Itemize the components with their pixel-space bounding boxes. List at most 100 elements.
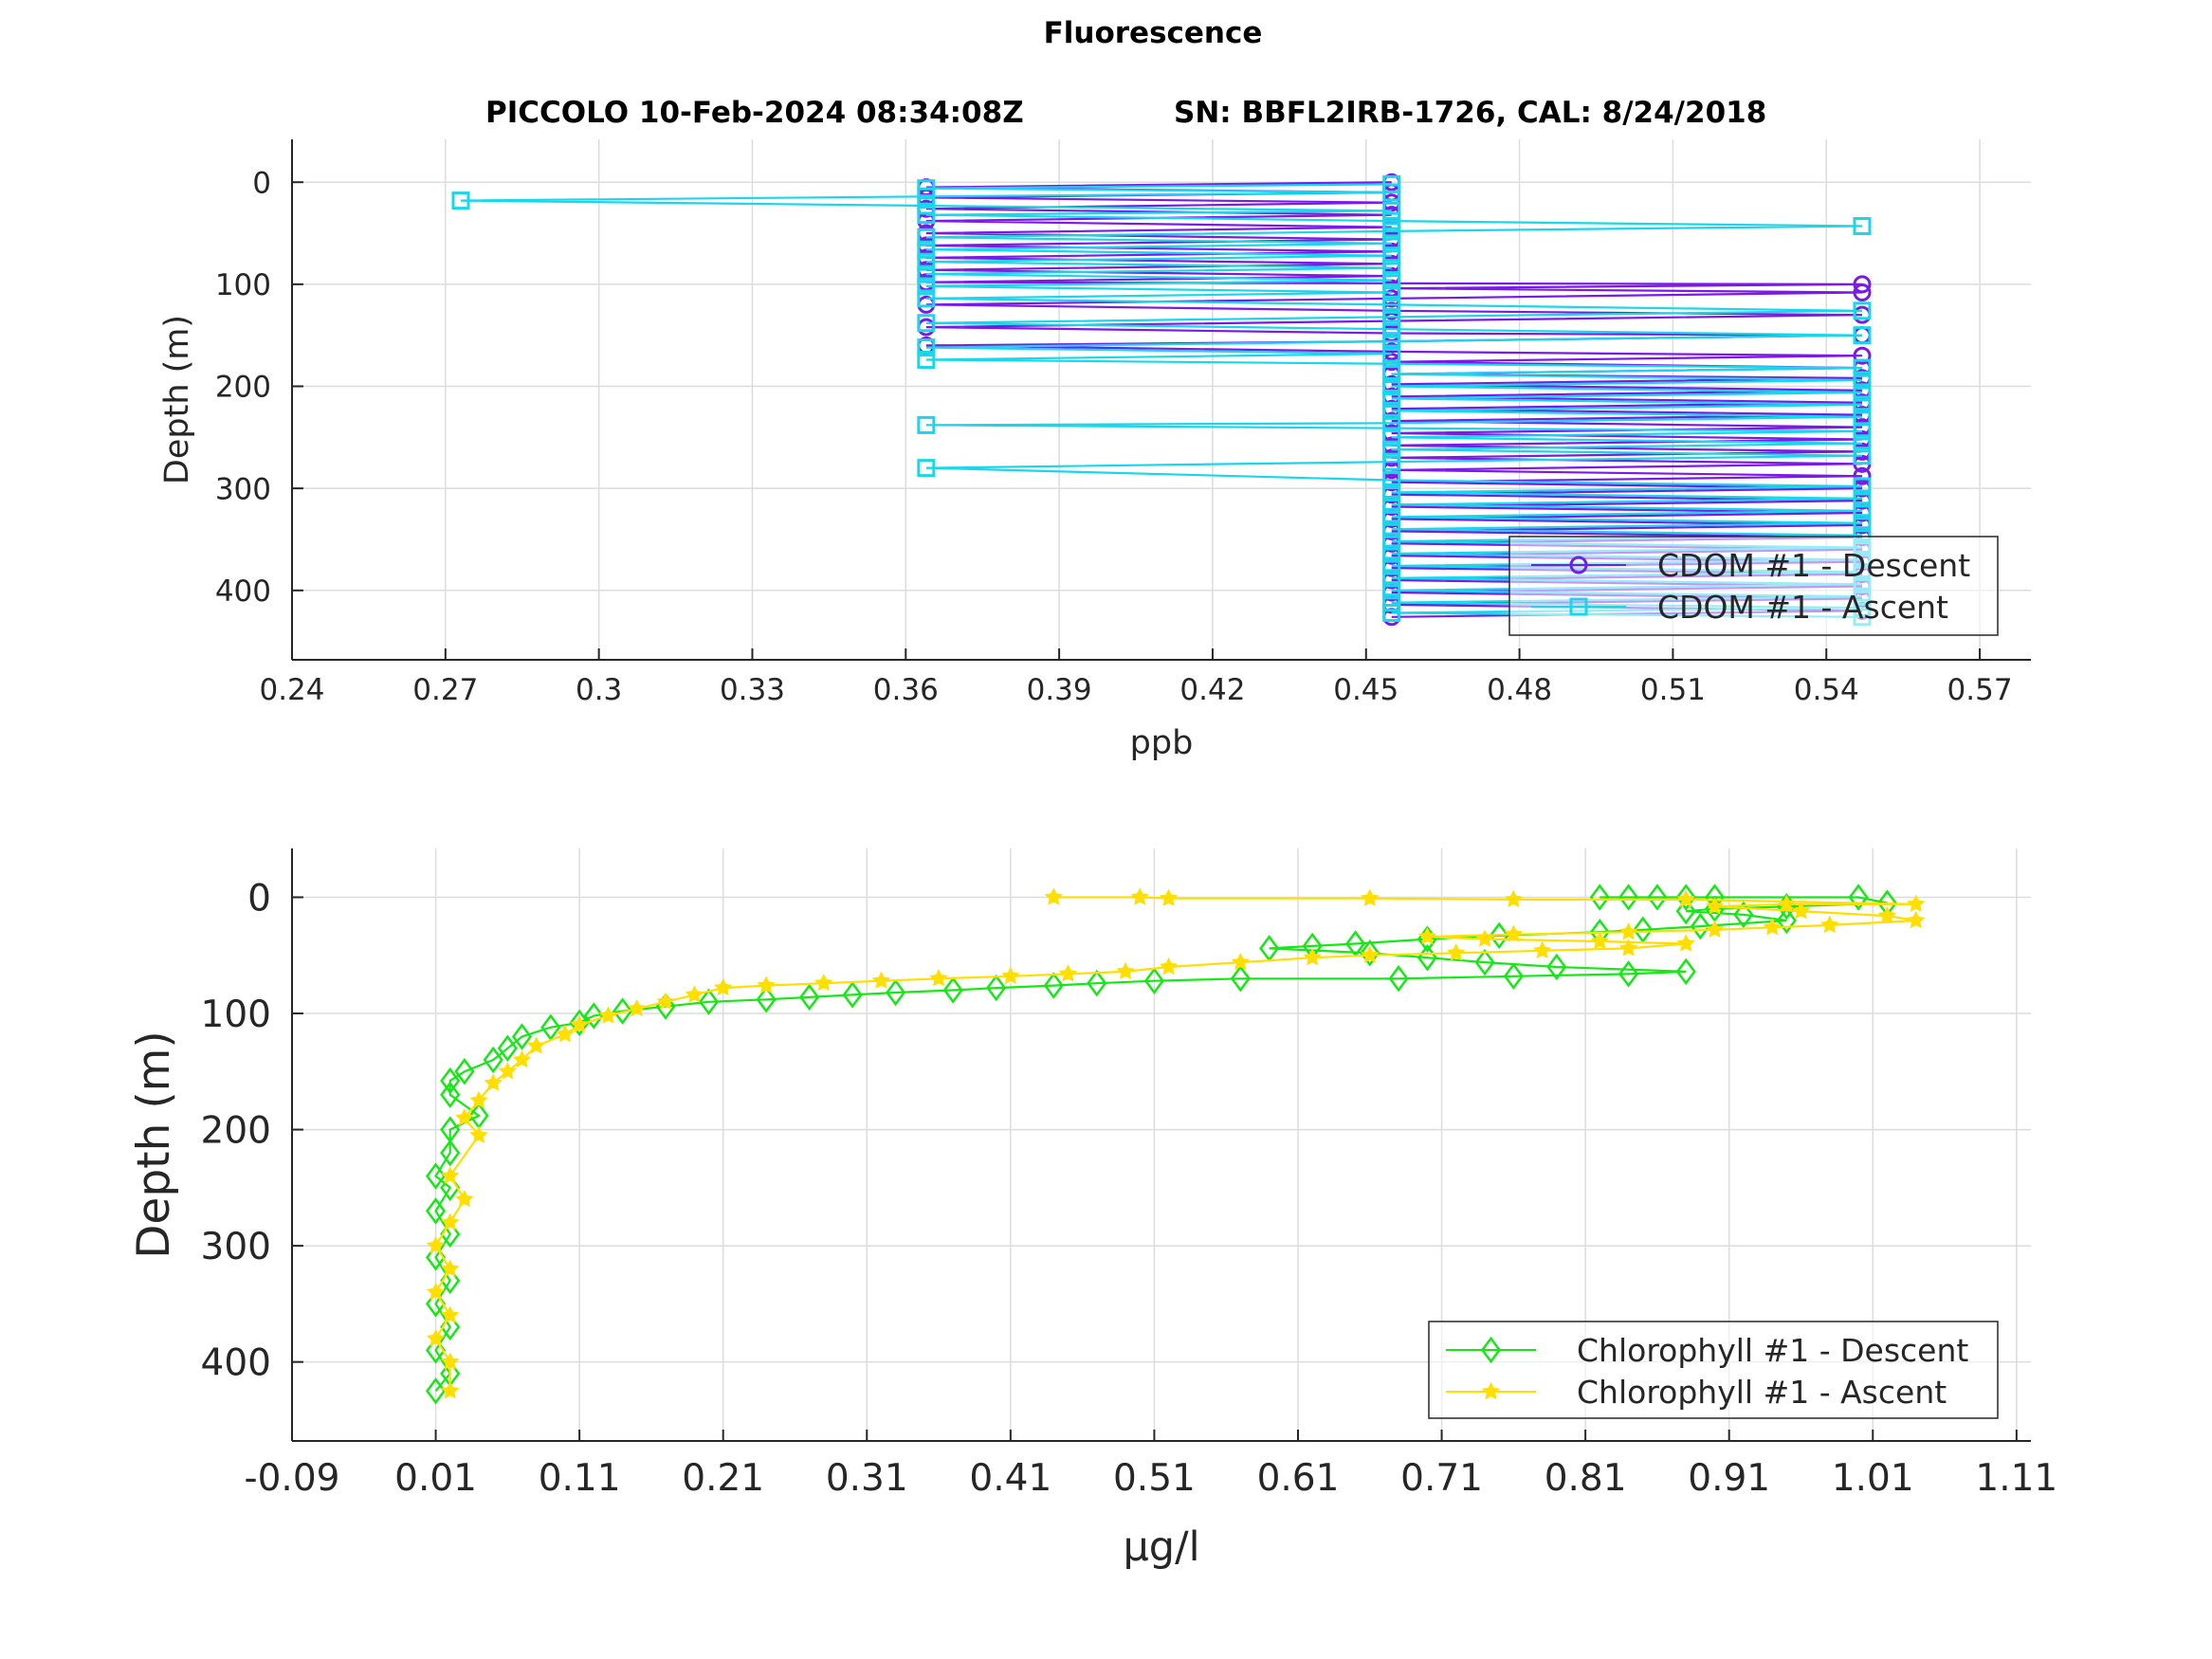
data-point bbox=[1231, 952, 1250, 971]
data-point bbox=[917, 415, 936, 434]
legend-marker bbox=[1481, 1381, 1501, 1400]
data-point bbox=[440, 1081, 461, 1109]
data-point bbox=[440, 1066, 461, 1095]
data-point bbox=[1044, 887, 1063, 905]
data-point bbox=[1382, 483, 1401, 501]
data-point bbox=[917, 196, 936, 215]
data-point bbox=[1705, 920, 1725, 939]
data-point bbox=[441, 1305, 460, 1323]
data-point bbox=[1382, 452, 1401, 471]
data-point bbox=[455, 1108, 474, 1126]
x-tick-label: 0.45 bbox=[1333, 673, 1398, 707]
data-point bbox=[1447, 943, 1466, 961]
data-point bbox=[1382, 295, 1401, 314]
data-point bbox=[1618, 939, 1638, 957]
x-tick-label: 0.91 bbox=[1688, 1457, 1770, 1500]
data-point bbox=[1618, 960, 1639, 988]
data-point bbox=[1058, 964, 1078, 982]
figure-subtitle-right: SN: BBFL2IRB-1726, CAL: 8/24/2018 bbox=[1174, 96, 1766, 130]
data-point bbox=[685, 985, 704, 1003]
data-point bbox=[1618, 922, 1638, 940]
legend-label: Chlorophyll #1 - Descent bbox=[1577, 1332, 1968, 1369]
x-tick-label: -0.09 bbox=[245, 1457, 340, 1500]
data-point bbox=[1853, 217, 1872, 235]
legend: CDOM #1 - Descent CDOM #1 - Ascent bbox=[1508, 536, 1999, 636]
y-axis-label: Depth (m) bbox=[158, 315, 196, 484]
data-point bbox=[1382, 507, 1401, 526]
x-tick-label: 0.54 bbox=[1794, 673, 1859, 707]
legend-marker bbox=[1569, 556, 1588, 574]
x-tick-label: 0.57 bbox=[1947, 673, 2013, 707]
data-point bbox=[756, 986, 777, 1013]
data-point bbox=[1382, 271, 1401, 290]
data-point bbox=[1776, 906, 1797, 935]
data-point bbox=[1303, 948, 1322, 966]
data-point bbox=[1907, 910, 1926, 929]
data-point bbox=[1820, 915, 1839, 934]
y-axis-label: Depth (m) bbox=[128, 1030, 180, 1259]
data-point bbox=[917, 459, 936, 478]
legend-label: CDOM #1 - Descent bbox=[1657, 547, 1970, 584]
y-tick-label: 300 bbox=[215, 472, 271, 506]
data-point bbox=[426, 1282, 446, 1301]
x-tick-label: 1.11 bbox=[1975, 1457, 2057, 1500]
data-point bbox=[1853, 358, 1872, 377]
x-tick-label: 0.21 bbox=[682, 1457, 764, 1500]
data-point bbox=[1159, 888, 1179, 906]
data-point bbox=[1001, 966, 1020, 985]
y-tick-label: 300 bbox=[201, 1226, 271, 1268]
legend-marker bbox=[1569, 597, 1588, 616]
data-point bbox=[1382, 234, 1401, 253]
data-point bbox=[1417, 926, 1437, 945]
data-point bbox=[917, 338, 936, 357]
data-point bbox=[1130, 887, 1149, 905]
data-point bbox=[1853, 489, 1872, 508]
data-point bbox=[1382, 569, 1401, 588]
data-point bbox=[469, 1090, 488, 1109]
y-tick-label: 200 bbox=[201, 1110, 271, 1153]
data-point bbox=[454, 1058, 475, 1085]
data-point bbox=[1388, 964, 1409, 993]
x-tick-label: 0.48 bbox=[1487, 673, 1552, 707]
x-tick-label: 0.42 bbox=[1179, 673, 1245, 707]
data-point bbox=[942, 976, 963, 1004]
data-point bbox=[1733, 901, 1754, 929]
data-point bbox=[917, 351, 936, 370]
data-point bbox=[1675, 897, 1696, 925]
x-tick-label: 0.27 bbox=[412, 673, 478, 707]
data-point bbox=[556, 1024, 575, 1043]
data-point bbox=[1382, 440, 1401, 459]
data-point bbox=[1474, 948, 1495, 976]
data-point bbox=[917, 289, 936, 308]
data-point bbox=[583, 1002, 604, 1030]
data-point bbox=[426, 1377, 447, 1405]
data-point bbox=[1382, 544, 1401, 563]
data-point bbox=[426, 1235, 446, 1254]
x-axis-label: ppb bbox=[1130, 724, 1194, 762]
data-point bbox=[1907, 894, 1926, 913]
data-point bbox=[527, 1036, 546, 1054]
data-point bbox=[1590, 931, 1609, 950]
x-tick-label: 0.36 bbox=[873, 673, 939, 707]
data-point bbox=[1676, 889, 1695, 908]
legend: Chlorophyll #1 - Descent Chlorophyll #1 -… bbox=[1428, 1321, 1999, 1419]
data-point bbox=[1853, 283, 1872, 301]
data-point bbox=[842, 981, 863, 1009]
data-point bbox=[1382, 377, 1401, 396]
data-point bbox=[1633, 916, 1654, 944]
x-tick-label: 0.71 bbox=[1400, 1457, 1483, 1500]
data-point bbox=[1382, 365, 1401, 384]
legend-box bbox=[1428, 1321, 1999, 1419]
data-point bbox=[570, 1015, 589, 1033]
data-point bbox=[1043, 972, 1064, 999]
y-tick-label: 0 bbox=[247, 878, 271, 921]
data-point bbox=[1382, 201, 1401, 220]
data-point bbox=[1382, 520, 1401, 538]
data-point bbox=[426, 1197, 447, 1225]
data-point bbox=[1382, 495, 1401, 514]
data-point bbox=[1382, 344, 1401, 363]
data-point bbox=[1853, 346, 1872, 365]
data-point bbox=[917, 264, 936, 283]
data-point bbox=[1777, 894, 1796, 913]
legend-label: Chlorophyll #1 - Ascent bbox=[1577, 1374, 1947, 1411]
